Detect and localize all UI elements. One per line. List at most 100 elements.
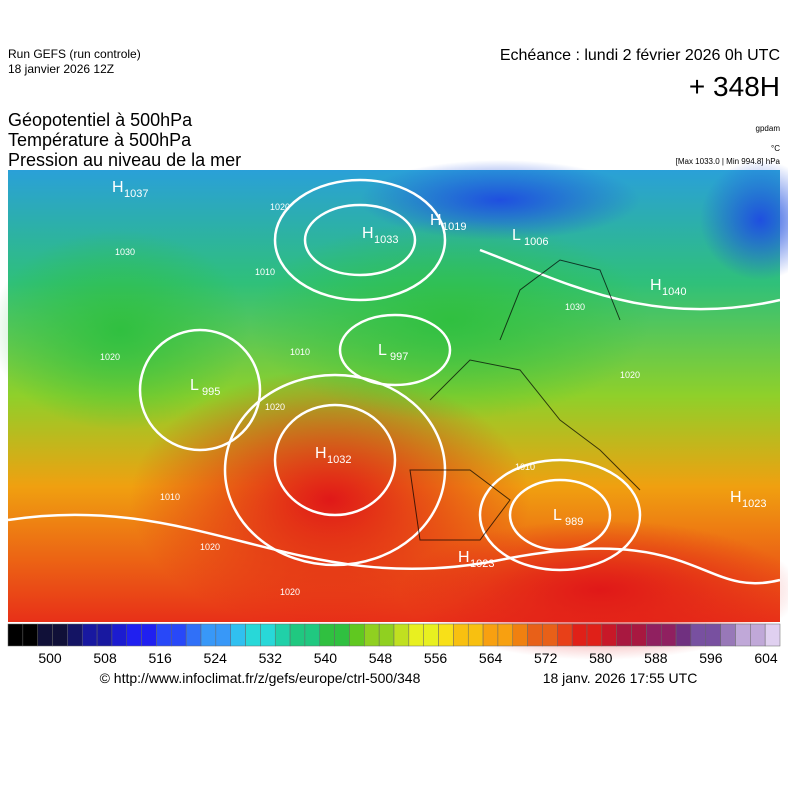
scale-cell xyxy=(111,623,128,647)
isobar-label: 1020 xyxy=(620,370,640,380)
scale-cell xyxy=(750,623,766,647)
scale-cell xyxy=(81,623,98,647)
scale-tick-label: 548 xyxy=(369,650,393,666)
center-kind: L xyxy=(378,342,387,359)
scale-cell xyxy=(200,623,217,647)
center-kind: H xyxy=(730,489,742,506)
isobar-label: 1030 xyxy=(565,302,585,312)
scale-cell xyxy=(720,623,736,647)
scale-cell xyxy=(215,623,231,647)
scale-cell xyxy=(601,623,617,647)
field: Géopotentiel à 500hPa xyxy=(8,110,193,130)
extremes: [Max 1033.0 | Min 994.8] hPa xyxy=(676,157,781,166)
scale-cell xyxy=(245,623,261,647)
center-value: 997 xyxy=(390,351,408,363)
scale-cell xyxy=(453,623,469,647)
scale-cell xyxy=(156,623,172,647)
center-kind: L xyxy=(512,227,521,244)
scale-cell xyxy=(22,623,38,647)
scale-cell xyxy=(364,623,380,647)
scale-tick-label: 604 xyxy=(754,650,778,666)
isobar-label: 1020 xyxy=(265,402,285,412)
scale-cell xyxy=(37,623,53,647)
scale-cell xyxy=(349,623,365,647)
url: © http://www.infoclimat.fr/z/gefs/europe… xyxy=(100,670,421,686)
scale-tick-label: 500 xyxy=(38,650,62,666)
center-value: 1033 xyxy=(374,234,398,246)
scale-tick-label: 572 xyxy=(534,650,558,666)
scale-cell xyxy=(423,623,439,647)
center-value: 989 xyxy=(565,516,583,528)
scale-tick-label: 588 xyxy=(644,650,668,666)
unit: gpdam xyxy=(756,124,781,133)
scale-tick-label: 580 xyxy=(589,650,613,666)
scale-cell xyxy=(171,623,187,647)
center-value: 1037 xyxy=(124,188,148,200)
scale-cell xyxy=(378,623,395,647)
center-kind: H xyxy=(362,225,374,242)
map xyxy=(0,160,788,660)
scale-tick-label: 516 xyxy=(148,650,172,666)
scale-cell xyxy=(631,623,647,647)
scale-tick-label: 524 xyxy=(204,650,228,666)
scale-cell xyxy=(126,623,142,647)
isobar-label: 1010 xyxy=(515,462,535,472)
scale-cell xyxy=(527,623,543,647)
scale-cell xyxy=(260,623,276,647)
scale-tick-label: 556 xyxy=(424,650,448,666)
center-kind: H xyxy=(315,445,327,462)
scale-cell xyxy=(289,623,306,647)
center-value: 1019 xyxy=(442,221,466,233)
scale-tick-label: 540 xyxy=(314,650,338,666)
scale-cell xyxy=(586,623,603,647)
scale-cell xyxy=(557,623,573,647)
center-kind: H xyxy=(430,212,442,229)
scale-cell xyxy=(646,623,662,647)
scale-cell xyxy=(660,623,677,647)
isobar-labels: 1020 1030 1010 1010 1020 1020 1010 1020 1020 1030… xyxy=(100,202,640,597)
isobar-label: 1010 xyxy=(160,492,180,502)
center-value: 1023 xyxy=(470,558,494,570)
run-date: 18 janvier 2026 12Z xyxy=(8,62,114,76)
scale-cell xyxy=(616,623,632,647)
isobar-label: 1010 xyxy=(255,267,275,277)
scale-cell xyxy=(764,623,781,647)
color-scale: 500 508 516 524 532 540 548 556 564 572 580 588 596 6… xyxy=(7,623,781,666)
scale-cell xyxy=(675,623,692,647)
isobar-label: 1030 xyxy=(115,247,135,257)
scale-cell xyxy=(7,623,24,647)
center-kind: L xyxy=(190,377,199,394)
scale-cell xyxy=(67,623,83,647)
scale-cell xyxy=(497,623,514,647)
valid: Echéance : lundi 2 février 2026 0h UTC xyxy=(500,47,780,64)
field: Température à 500hPa xyxy=(8,130,192,150)
isobar-label: 1020 xyxy=(200,542,220,552)
isobar-label: 1020 xyxy=(280,587,300,597)
center-kind: H xyxy=(650,277,662,294)
center-value: 1040 xyxy=(662,286,686,298)
scale-cell xyxy=(705,623,721,647)
scale-cell xyxy=(408,623,424,647)
scale-tick-label: 508 xyxy=(93,650,117,666)
center-kind: H xyxy=(112,179,124,196)
center-value: 1032 xyxy=(327,454,351,466)
scale-cell xyxy=(274,623,291,647)
scale-cell xyxy=(393,623,410,647)
scale-cell xyxy=(230,623,246,647)
scale-cell xyxy=(467,623,484,647)
center-value: 995 xyxy=(202,386,220,398)
scale-cell xyxy=(141,623,157,647)
run: Run GEFS (run controle) xyxy=(8,47,141,61)
scale-cell xyxy=(52,623,68,647)
scale-cell xyxy=(690,623,707,647)
scale-cell xyxy=(334,623,350,647)
unit: °C xyxy=(771,144,780,153)
center-value: 1006 xyxy=(524,236,548,248)
scale-cell xyxy=(96,623,113,647)
generated: 18 janv. 2026 17:55 UTC xyxy=(543,670,698,686)
scale-cell xyxy=(185,623,202,647)
scale-tick-label: 532 xyxy=(259,650,283,666)
scale-tick-label: 564 xyxy=(479,650,503,666)
